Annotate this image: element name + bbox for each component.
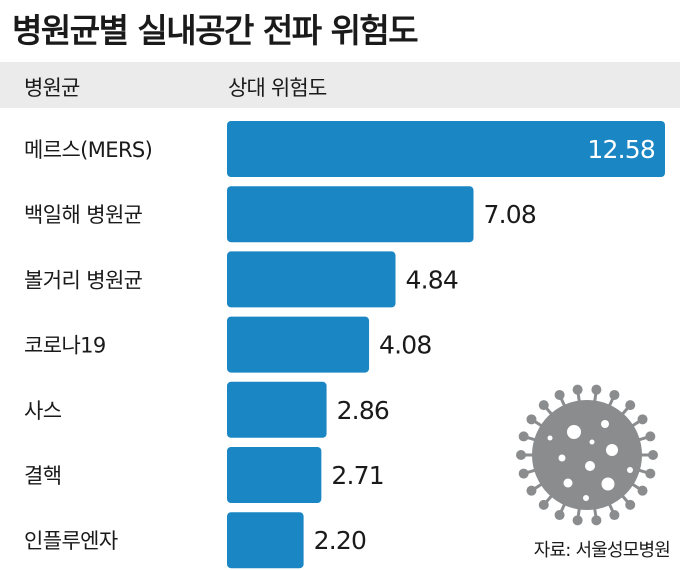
header-band: 병원균 상대 위험도 bbox=[0, 62, 680, 108]
category-column-header: 병원균 bbox=[24, 76, 80, 100]
data-label: 4.08 bbox=[379, 331, 431, 360]
data-label: 7.08 bbox=[484, 200, 536, 229]
bar bbox=[227, 121, 665, 177]
category-label: 메르스(MERS) bbox=[24, 138, 152, 162]
data-label: 4.84 bbox=[406, 265, 458, 294]
bar bbox=[227, 251, 396, 308]
data-label: 2.20 bbox=[314, 526, 366, 555]
data-label: 2.71 bbox=[331, 461, 383, 490]
category-label: 사스 bbox=[24, 399, 62, 423]
category-label: 볼거리 병원균 bbox=[24, 268, 143, 292]
chart-title: 병원균별 실내공간 전파 위험도 bbox=[12, 11, 419, 50]
bar bbox=[227, 447, 322, 503]
data-label: 2.86 bbox=[337, 396, 389, 425]
source-note: 자료: 서울성모병원 bbox=[533, 540, 671, 561]
category-label: 인플루엔자 bbox=[24, 529, 118, 553]
virus-icon bbox=[516, 384, 658, 526]
category-label: 결핵 bbox=[24, 464, 61, 488]
bar bbox=[227, 381, 327, 438]
value-column-header: 상대 위험도 bbox=[228, 76, 327, 100]
bar bbox=[227, 512, 304, 569]
category-label: 코로나19 bbox=[24, 334, 106, 358]
bar bbox=[227, 316, 370, 373]
category-label: 백일해 병원균 bbox=[24, 203, 143, 227]
bar bbox=[227, 186, 474, 243]
data-label: 12.58 bbox=[587, 135, 655, 164]
